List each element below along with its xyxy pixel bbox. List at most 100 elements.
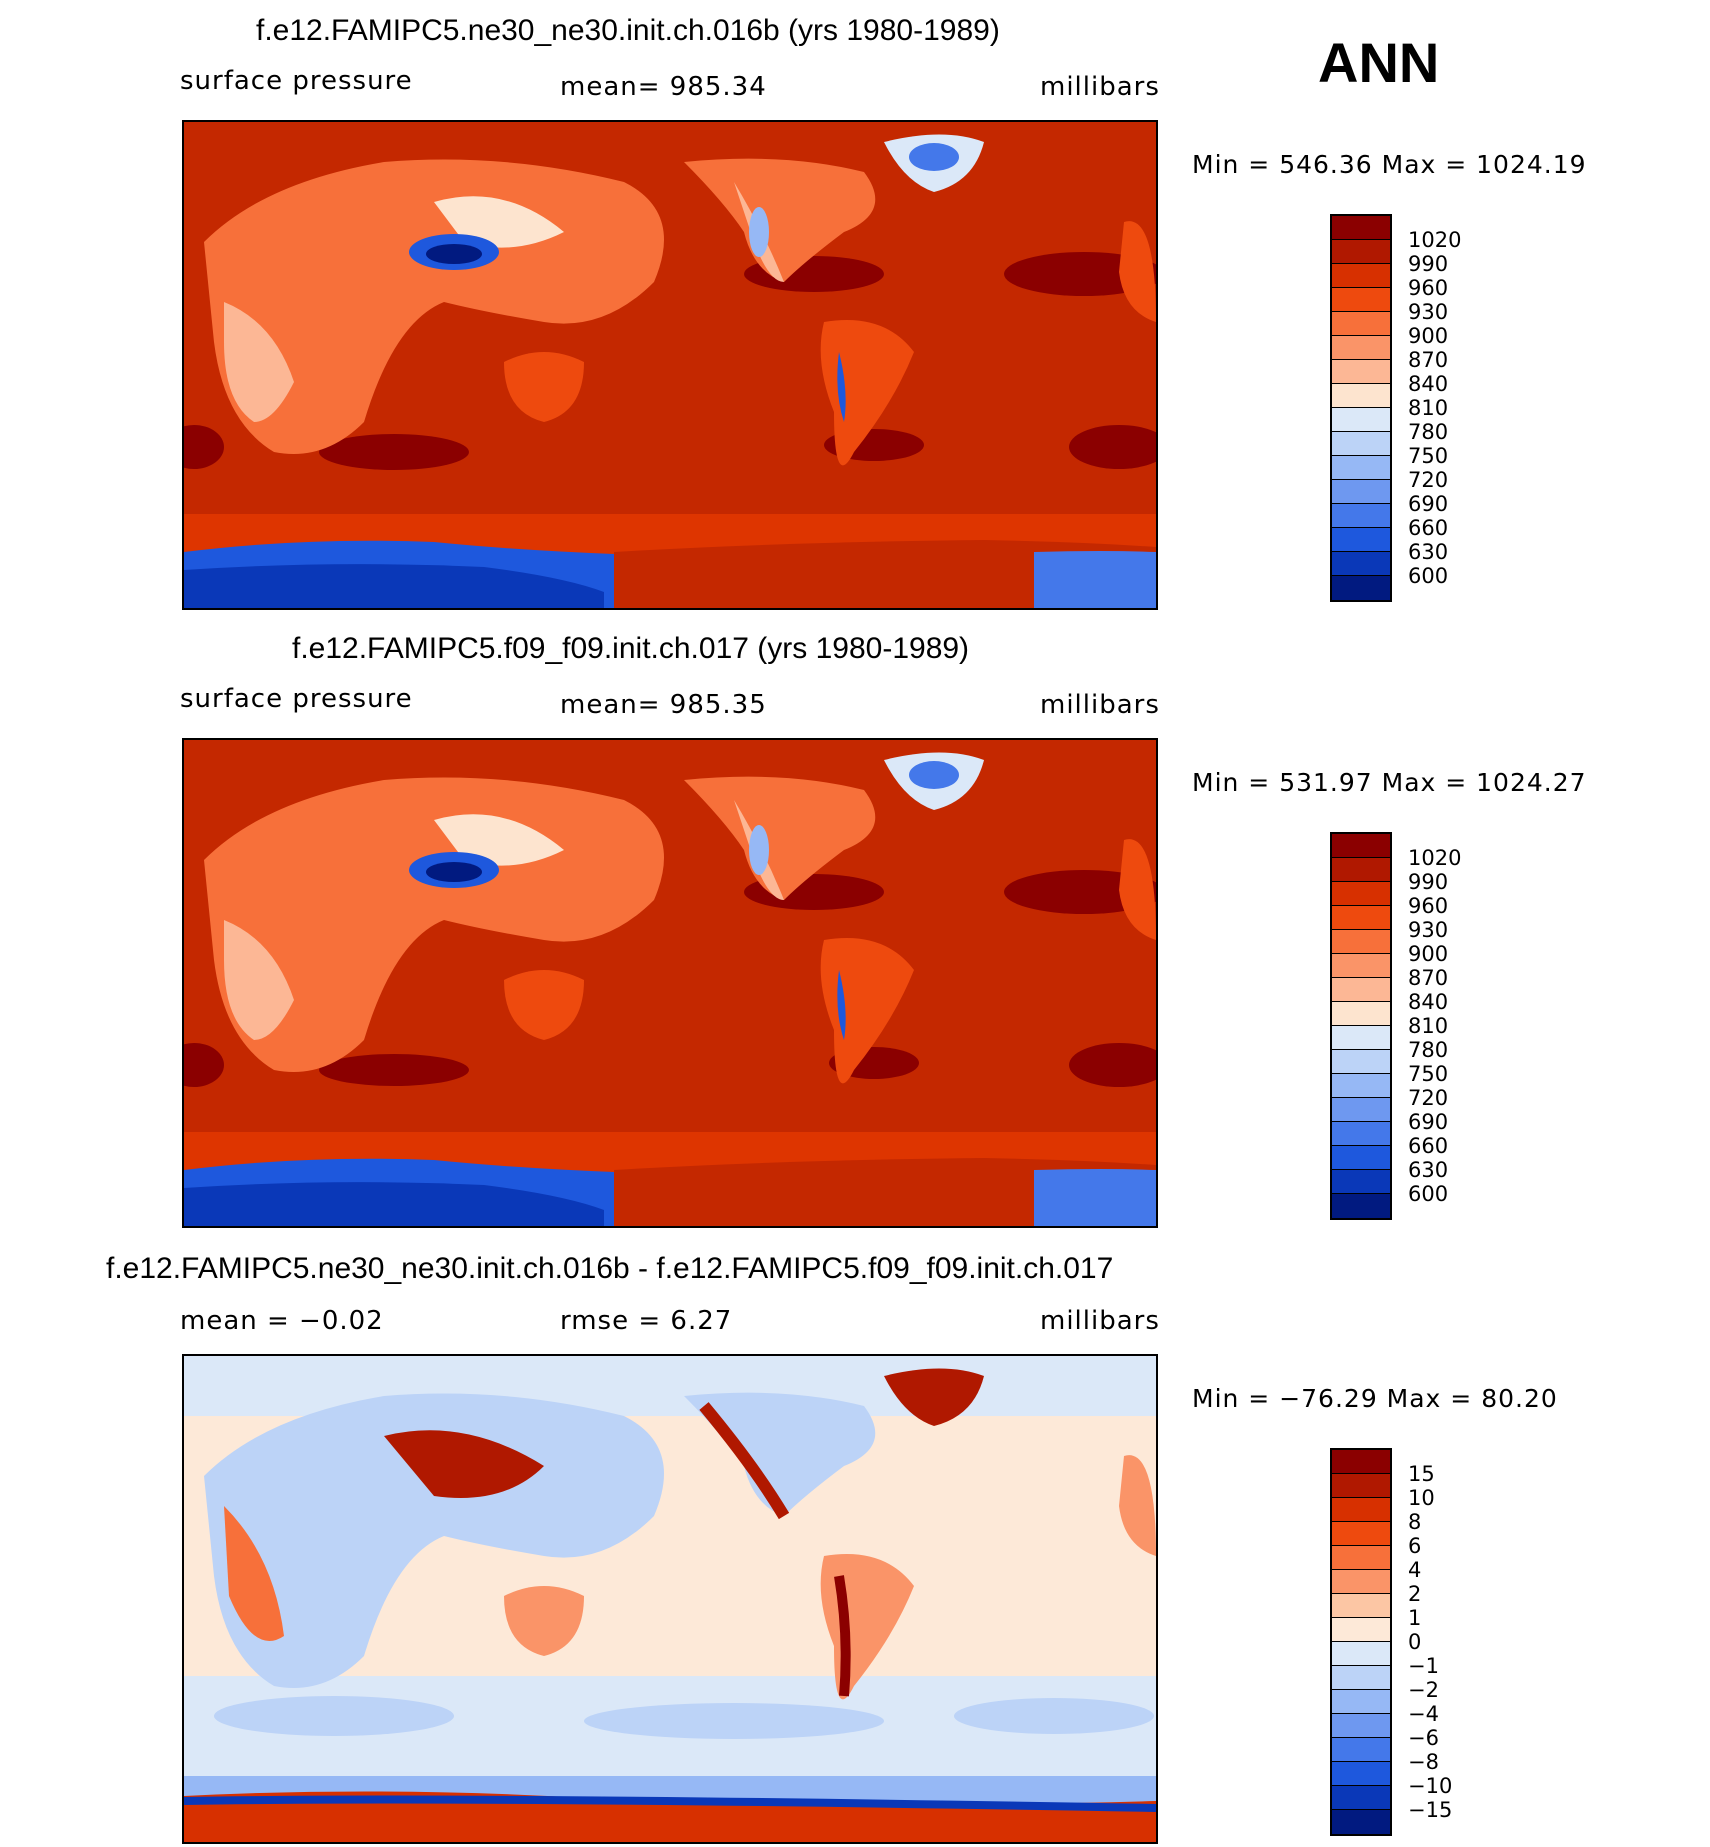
colorbar-level-label: 660 (1408, 1134, 1449, 1158)
colorbar-cell (1332, 882, 1390, 906)
colorbar-cell (1332, 1666, 1390, 1690)
colorbar-cell (1332, 1618, 1390, 1642)
colorbar-cell (1332, 1786, 1390, 1810)
colorbar-level-label: −10 (1408, 1774, 1453, 1798)
panel-2-minmax: Min = 531.97 Max = 1024.27 (1192, 768, 1587, 797)
panel-2-map (182, 738, 1158, 1228)
panel-1-units: millibars (1040, 72, 1160, 102)
panel-3-colorbar (1330, 1448, 1392, 1836)
colorbar-cell (1332, 432, 1390, 456)
colorbar-level-label: 990 (1408, 870, 1449, 894)
colorbar-level-label: 780 (1408, 420, 1449, 444)
panel-2-mean: mean= 985.35 (560, 690, 767, 720)
colorbar-cell (1332, 264, 1390, 288)
colorbar-level-label: 660 (1408, 516, 1449, 540)
colorbar-level-label: 780 (1408, 1038, 1449, 1062)
colorbar-level-label: 750 (1408, 1062, 1449, 1086)
colorbar-cell (1332, 1498, 1390, 1522)
colorbar-level-label: 630 (1408, 1158, 1449, 1182)
panel-3-map (182, 1354, 1158, 1844)
panel-3-mean: mean = −0.02 (180, 1306, 384, 1336)
colorbar-level-label: 840 (1408, 990, 1449, 1014)
colorbar-level-label: 810 (1408, 396, 1449, 420)
colorbar-cell (1332, 1170, 1390, 1194)
colorbar-cell (1332, 1762, 1390, 1786)
panel-2-left-label: surface pressure (180, 684, 413, 714)
panel-3-minmax: Min = −76.29 Max = 80.20 (1192, 1384, 1558, 1413)
colorbar-level-label: 8 (1408, 1510, 1422, 1534)
panel-1-minmax: Min = 546.36 Max = 1024.19 (1192, 150, 1587, 179)
panel-2-units: millibars (1040, 690, 1160, 720)
colorbar-cell (1332, 456, 1390, 480)
colorbar-cell (1332, 384, 1390, 408)
colorbar-level-label: 870 (1408, 966, 1449, 990)
colorbar-level-label: 690 (1408, 1110, 1449, 1134)
colorbar-level-label: 10 (1408, 1486, 1435, 1510)
panel-2-title: f.e12.FAMIPC5.f09_f09.init.ch.017 (yrs 1… (292, 632, 970, 665)
panel-3-rmse: rmse = 6.27 (560, 1306, 733, 1336)
colorbar-cell (1332, 1690, 1390, 1714)
colorbar-cell (1332, 1474, 1390, 1498)
colorbar-cell (1332, 930, 1390, 954)
panel-1-left-label: surface pressure (180, 66, 413, 96)
colorbar-level-label: 690 (1408, 492, 1449, 516)
colorbar-level-label: 720 (1408, 1086, 1449, 1110)
colorbar-cell (1332, 1810, 1390, 1834)
colorbar-level-label: −2 (1408, 1678, 1439, 1702)
colorbar-level-label: −6 (1408, 1726, 1439, 1750)
panel-1-map (182, 120, 1158, 610)
colorbar-cell (1332, 1050, 1390, 1074)
colorbar-level-label: 900 (1408, 324, 1449, 348)
colorbar-level-label: 960 (1408, 894, 1449, 918)
colorbar-level-label: −1 (1408, 1654, 1439, 1678)
colorbar-level-label: 15 (1408, 1462, 1435, 1486)
colorbar-cell (1332, 1738, 1390, 1762)
colorbar-cell (1332, 1194, 1390, 1218)
colorbar-cell (1332, 528, 1390, 552)
colorbar-level-label: 600 (1408, 1182, 1449, 1206)
panel-2-colorbar (1330, 832, 1392, 1220)
colorbar-cell (1332, 954, 1390, 978)
colorbar-cell (1332, 1714, 1390, 1738)
colorbar-cell (1332, 834, 1390, 858)
colorbar-cell (1332, 288, 1390, 312)
colorbar-level-label: 960 (1408, 276, 1449, 300)
colorbar-cell (1332, 1522, 1390, 1546)
colorbar-cell (1332, 1002, 1390, 1026)
colorbar-cell (1332, 576, 1390, 600)
colorbar-cell (1332, 1450, 1390, 1474)
colorbar-cell (1332, 1146, 1390, 1170)
colorbar-cell (1332, 552, 1390, 576)
colorbar-cell (1332, 858, 1390, 882)
colorbar-cell (1332, 240, 1390, 264)
colorbar-cell (1332, 1642, 1390, 1666)
colorbar-level-label: 0 (1408, 1630, 1422, 1654)
panel-1-colorbar (1330, 214, 1392, 602)
colorbar-cell (1332, 978, 1390, 1002)
colorbar-cell (1332, 1570, 1390, 1594)
colorbar-level-label: 1020 (1408, 846, 1462, 870)
colorbar-level-label: 600 (1408, 564, 1449, 588)
colorbar-cell (1332, 1594, 1390, 1618)
colorbar-level-label: 2 (1408, 1582, 1422, 1606)
colorbar-level-label: 1020 (1408, 228, 1462, 252)
colorbar-cell (1332, 1026, 1390, 1050)
panel-1-title: f.e12.FAMIPC5.ne30_ne30.init.ch.016b (yr… (256, 14, 1000, 47)
colorbar-cell (1332, 216, 1390, 240)
colorbar-level-label: 6 (1408, 1534, 1422, 1558)
colorbar-level-label: 990 (1408, 252, 1449, 276)
colorbar-cell (1332, 336, 1390, 360)
panel-3-title: f.e12.FAMIPC5.ne30_ne30.init.ch.016b - f… (106, 1252, 1114, 1285)
season-label: ANN (1318, 31, 1440, 94)
colorbar-level-label: −4 (1408, 1702, 1439, 1726)
colorbar-cell (1332, 480, 1390, 504)
colorbar-level-label: 810 (1408, 1014, 1449, 1038)
colorbar-level-label: −8 (1408, 1750, 1439, 1774)
colorbar-level-label: 4 (1408, 1558, 1422, 1582)
colorbar-cell (1332, 408, 1390, 432)
colorbar-level-label: 870 (1408, 348, 1449, 372)
colorbar-level-label: 750 (1408, 444, 1449, 468)
colorbar-cell (1332, 1122, 1390, 1146)
colorbar-level-label: 840 (1408, 372, 1449, 396)
colorbar-cell (1332, 1074, 1390, 1098)
